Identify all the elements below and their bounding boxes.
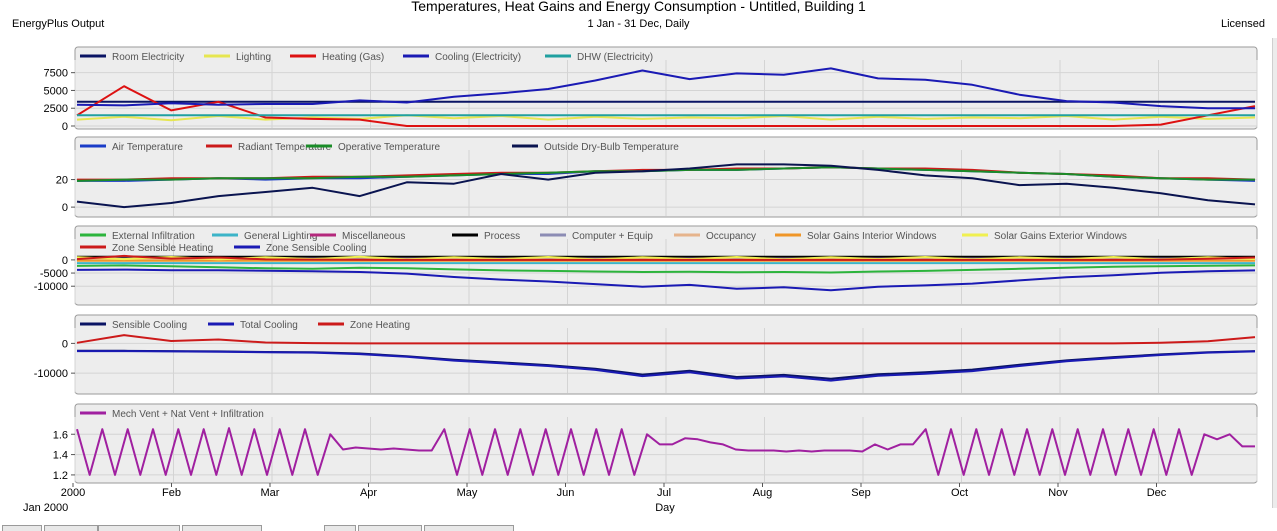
y-tick-label: -10000: [34, 368, 68, 380]
bottom-tab[interactable]: [2, 525, 42, 531]
y-tick-label: 20: [56, 175, 68, 187]
x-tick-label: Sep: [851, 487, 871, 499]
y-tick-label: 1.6: [53, 429, 68, 441]
y-tick-label: 5000: [44, 85, 68, 97]
series-line: [76, 427, 1255, 476]
series-line: [76, 334, 1256, 345]
x-tick-label: Nov: [1048, 487, 1068, 499]
bottom-tab[interactable]: [424, 525, 514, 531]
legend-label: Zone Heating: [350, 320, 410, 331]
x-axis: 2000 Feb Mar Apr May Jun Jul Aug Sep Oct Nov Dec Jan…: [23, 483, 1167, 514]
x-tick-label: May: [457, 487, 478, 499]
series-line: [76, 254, 1256, 261]
legend-label: Total Cooling: [240, 320, 298, 331]
x-axis-label: Day: [655, 502, 675, 514]
legend-label: Mech Vent + Nat Vent + Infiltration: [112, 409, 264, 420]
x-tick-label: Jul: [657, 487, 671, 499]
bottom-tab-strip: [0, 525, 520, 531]
legend-label: Outside Dry-Bulb Temperature: [544, 142, 679, 153]
series-line: [76, 268, 1256, 292]
scroll-edge[interactable]: [1272, 38, 1277, 508]
legend-label: Occupancy: [706, 231, 756, 242]
series-line: [76, 255, 1256, 261]
x-tick-label: Apr: [360, 487, 377, 499]
bottom-tab[interactable]: [358, 525, 422, 531]
legend-label: Zone Sensible Cooling: [266, 243, 367, 254]
legend-label: General Lighting: [244, 231, 317, 242]
legend-label: Air Temperature: [112, 142, 183, 153]
bottom-tab[interactable]: [182, 525, 262, 531]
y-tick-label: 0: [62, 338, 68, 350]
x-tick-label: Feb: [162, 487, 181, 499]
series-line: [76, 163, 1256, 209]
y-tick-label: 7500: [44, 68, 68, 80]
legend-label: Miscellaneous: [342, 231, 405, 242]
x-tick-label: Mar: [261, 487, 280, 499]
chart-subtitle: 1 Jan - 31 Dec, Daily: [587, 18, 690, 30]
series-line: [76, 67, 1255, 110]
output-source-label: EnergyPlus Output: [12, 18, 105, 30]
legend-label: Zone Sensible Heating: [112, 243, 213, 254]
y-tick-label: 0: [62, 121, 68, 133]
legend-label: DHW (Electricity): [577, 52, 653, 63]
legend-label: External Infiltration: [112, 231, 195, 242]
series-line: [76, 85, 1256, 127]
legend-label: Cooling (Electricity): [435, 52, 521, 63]
y-tick-label: 2500: [44, 103, 68, 115]
legend-label: Solar Gains Interior Windows: [807, 231, 937, 242]
chart-panel-1: 0 2500 5000 7500 Room Electricity Lighting Hea…: [44, 46, 1258, 133]
legend-label: Solar Gains Exterior Windows: [994, 231, 1127, 242]
y-tick-label: -10000: [34, 281, 68, 293]
series-line: [77, 350, 1256, 382]
legend-label: Room Electricity: [112, 52, 184, 63]
chart-panel-4: 0 -10000 Sensible Cooling Total Cooling Zone…: [34, 314, 1258, 395]
chart-panel-2: 0 20 Air Temperature Radiant Temperature Ope…: [56, 136, 1258, 218]
legend-label: Sensible Cooling: [112, 320, 187, 331]
legend-label: Lighting: [236, 52, 271, 63]
chart-title: Temperatures, Heat Gains and Energy Cons…: [411, 0, 866, 14]
legend-label: Process: [484, 231, 520, 242]
legend-label: Computer + Equip: [572, 231, 653, 242]
y-tick-label: 0: [62, 255, 68, 267]
license-label: Licensed: [1220, 18, 1265, 30]
y-tick-label: 1.4: [53, 450, 68, 462]
series-line: [76, 114, 1256, 122]
x-tick-label: Jun: [557, 487, 575, 499]
x-tick-label: Oct: [951, 487, 968, 499]
bottom-tab[interactable]: [44, 525, 98, 531]
legend-label: Operative Temperature: [338, 142, 441, 153]
x-tick-label: Aug: [753, 487, 773, 499]
bottom-tab[interactable]: [98, 525, 180, 531]
y-tick-label: -5000: [40, 268, 68, 280]
x-tick-label: 2000: [61, 487, 85, 499]
legend-label: Heating (Gas): [322, 52, 384, 63]
chart-panel-3: 0-5000-10000 External Infiltration General…: [34, 225, 1258, 306]
legend-label: Radiant Temperature: [238, 142, 332, 153]
y-tick-label: 0: [62, 202, 68, 214]
x-start-label: Jan 2000: [23, 502, 68, 514]
chart-panel-5: 1.2 1.4 1.6 Mech Vent + Nat Vent + Infiltra…: [53, 403, 1258, 484]
bottom-tab[interactable]: [324, 525, 356, 531]
x-tick-label: Dec: [1147, 487, 1167, 499]
y-tick-label: 1.2: [53, 470, 68, 482]
series-line: [76, 264, 1256, 274]
